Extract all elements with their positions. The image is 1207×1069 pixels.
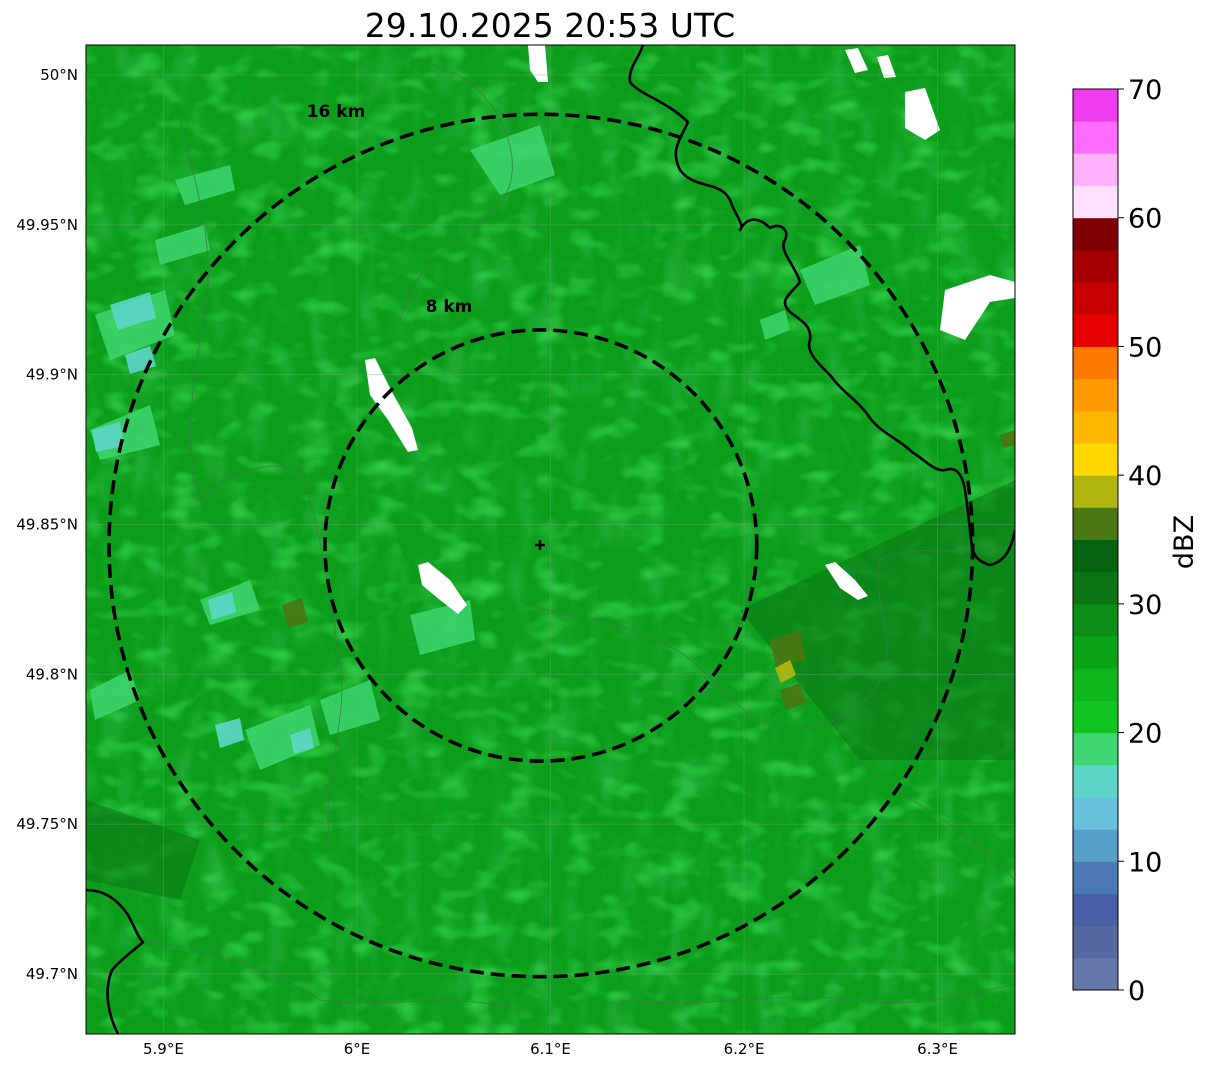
weak-echo-patches bbox=[90, 125, 870, 770]
colorbar-tick-label: 30 bbox=[1128, 590, 1162, 621]
colorbar-cell bbox=[1073, 346, 1118, 380]
colorbar-cell bbox=[1073, 893, 1118, 927]
lon-tick-label: 6°E bbox=[344, 1040, 371, 1058]
figure-title: 29.10.2025 20:53 UTC bbox=[364, 6, 736, 45]
cyan-echo-patches bbox=[92, 292, 314, 754]
colorbar-cell bbox=[1073, 571, 1118, 605]
graticule bbox=[86, 45, 1015, 1034]
colorbar-cell bbox=[1073, 314, 1118, 347]
colorbar-cell bbox=[1073, 829, 1118, 862]
no-echo-gaps bbox=[365, 45, 1015, 614]
range-ring-16km bbox=[107, 112, 975, 979]
colorbar-tick-label: 40 bbox=[1128, 461, 1162, 492]
lon-tick-label: 6.3°E bbox=[917, 1040, 958, 1058]
colorbar-cell bbox=[1073, 925, 1118, 959]
lon-tick-label: 5.9°E bbox=[143, 1040, 184, 1058]
lat-tick-label: 49.7°N bbox=[26, 965, 78, 983]
map-frame bbox=[85, 44, 1016, 1035]
reflectivity-texture-light bbox=[86, 45, 1015, 1034]
colorbar-cell bbox=[1073, 282, 1118, 315]
colorbar-cell bbox=[1073, 217, 1118, 251]
olive-echo-cells bbox=[282, 430, 1015, 710]
lat-tick-label: 49.75°N bbox=[16, 815, 78, 833]
range-ring-8km bbox=[323, 328, 759, 763]
colorbar-cell bbox=[1073, 957, 1118, 991]
colorbar-cell bbox=[1073, 442, 1118, 476]
colorbar-cell bbox=[1073, 764, 1118, 798]
colorbar-title: dBZ bbox=[1169, 515, 1200, 569]
colorbar-tick-label: 10 bbox=[1128, 847, 1162, 878]
colorbar-cell bbox=[1073, 507, 1118, 540]
colorbar-tick-label: 0 bbox=[1128, 976, 1145, 1007]
colorbar-cell bbox=[1073, 410, 1118, 444]
lat-tick-label: 50°N bbox=[40, 66, 78, 84]
lat-tick-label: 49.9°N bbox=[26, 366, 78, 384]
colorbar-cell bbox=[1073, 89, 1118, 122]
country-border bbox=[86, 45, 1015, 1034]
colorbar-cell bbox=[1073, 700, 1118, 734]
colorbar-cell bbox=[1073, 475, 1118, 508]
lat-tick-label: 49.85°N bbox=[16, 516, 78, 534]
colorbar-tick-label: 60 bbox=[1128, 204, 1162, 235]
colorbar-cell bbox=[1073, 603, 1118, 637]
admin-borders bbox=[139, 45, 1015, 1011]
radar-site-marker bbox=[535, 540, 545, 550]
colorbar-cell bbox=[1073, 732, 1118, 766]
colorbar-cell bbox=[1073, 668, 1118, 701]
latitude-axis: 50°N 49.95°N 49.9°N 49.85°N 49.8°N 49.75°N 49.… bbox=[16, 66, 78, 983]
lon-tick-label: 6.2°E bbox=[724, 1040, 765, 1058]
colorbar-tick-label: 50 bbox=[1128, 332, 1162, 363]
colorbar-cell bbox=[1073, 861, 1118, 894]
ring-label-16km: 16 km bbox=[307, 102, 366, 122]
colorbar-cell bbox=[1073, 539, 1118, 573]
longitude-axis: 5.9°E 6°E 6.1°E 6.2°E 6.3°E bbox=[143, 1040, 958, 1058]
colorbar-cell bbox=[1073, 153, 1118, 187]
lat-tick-label: 49.95°N bbox=[16, 216, 78, 234]
lat-tick-label: 49.8°N bbox=[26, 665, 78, 683]
range-rings bbox=[107, 112, 975, 979]
colorbar-frame bbox=[1072, 88, 1119, 991]
colorbar-tick-label: 20 bbox=[1128, 719, 1162, 750]
lon-tick-label: 6.1°E bbox=[530, 1040, 571, 1058]
colorbar-cell bbox=[1073, 796, 1118, 830]
colorbar: 0 10 20 30 40 50 60 70 dBZ bbox=[1072, 75, 1200, 1007]
colorbar-cell bbox=[1073, 185, 1118, 219]
colorbar-cell bbox=[1073, 121, 1118, 154]
colorbar-tick-label: 70 bbox=[1128, 75, 1162, 106]
colorbar-cell bbox=[1073, 636, 1118, 669]
ring-label-8km: 8 km bbox=[426, 297, 473, 317]
yellow-echo-cells bbox=[775, 660, 796, 683]
colorbar-cell bbox=[1073, 378, 1118, 412]
radar-reflectivity-field: 8 km 16 km bbox=[86, 45, 1015, 1034]
colorbar-cell bbox=[1073, 249, 1118, 283]
